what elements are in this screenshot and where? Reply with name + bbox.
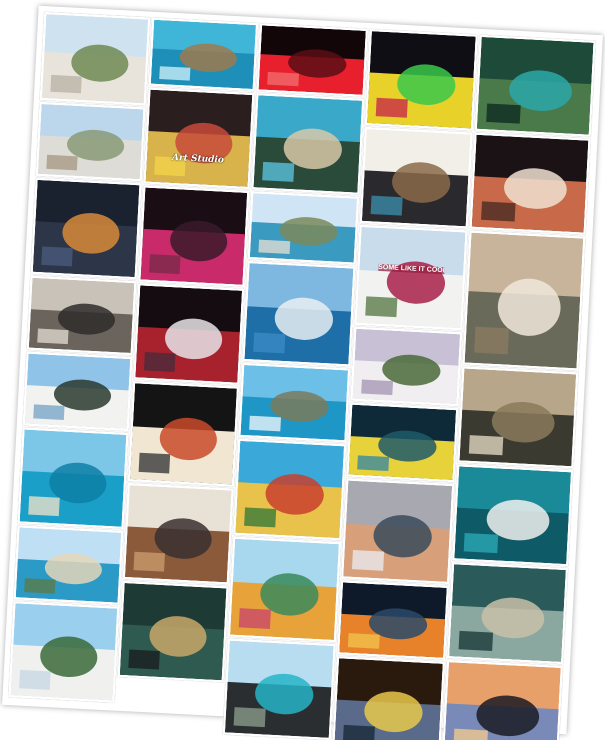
photo-diver-statue <box>341 478 455 584</box>
photo-neon-heart <box>256 23 368 97</box>
photo-image <box>449 564 566 662</box>
photo-ferris-wheel <box>350 326 463 407</box>
photo-image <box>19 429 127 527</box>
photo-image <box>367 31 476 129</box>
photo-image <box>253 95 363 193</box>
photo-boat-at-sea <box>242 260 356 367</box>
photo-image <box>37 103 144 180</box>
photo-image <box>10 603 118 701</box>
photo-hillside-town <box>35 101 146 182</box>
photo-image <box>343 480 453 582</box>
photo-lighthouse-shore <box>238 362 351 443</box>
photo-image <box>244 263 354 365</box>
photo-concert-crowd <box>138 185 250 287</box>
photo-neon-arcade <box>364 29 478 131</box>
photo-image <box>15 527 122 603</box>
photo-image <box>348 404 457 480</box>
photo-sunset-palms <box>441 659 563 740</box>
photo-signpost-palms <box>227 536 342 643</box>
photo-image <box>24 353 131 429</box>
photo-image <box>459 368 577 467</box>
photo-image <box>464 232 584 369</box>
photo-image <box>361 129 471 227</box>
photo-image <box>145 89 253 187</box>
photo-pizza-sign <box>127 381 240 487</box>
photo-crocodile <box>457 366 579 469</box>
photo-image <box>224 640 334 738</box>
photo-image <box>334 658 443 740</box>
photo-image <box>258 25 366 95</box>
photo-coastal-village <box>247 191 360 265</box>
photo-image <box>41 14 149 104</box>
photo-image <box>339 582 447 658</box>
photo-image <box>240 364 349 441</box>
photo-image <box>471 134 589 233</box>
photo-palm-hotel <box>8 601 120 703</box>
photo-signpost <box>233 438 347 541</box>
photo-rocky-coast <box>148 17 259 92</box>
photo-image <box>356 226 466 329</box>
photo-image <box>119 582 227 681</box>
photo-image <box>230 538 339 641</box>
photo-monkeys <box>462 230 586 371</box>
photo-aquarium-yellow-fish <box>346 402 459 483</box>
photo-image <box>235 440 345 539</box>
photo-billboard-hotel: SOME LIKE IT COOL <box>354 224 468 331</box>
photo-image <box>124 485 232 583</box>
photo-image <box>140 187 248 285</box>
photo-penguin-pool <box>452 464 574 567</box>
photo-image <box>150 19 256 90</box>
photo-sea-turtle <box>474 34 596 137</box>
photo-shop-front <box>359 126 473 229</box>
photo-art-studio: Art Studio <box>143 87 255 189</box>
photo-bar-interior <box>122 483 234 585</box>
photo-image <box>454 466 572 565</box>
photo-image <box>135 285 243 383</box>
photo-image <box>352 328 461 405</box>
photo-classic-car <box>117 580 229 683</box>
photo-turquoise-bay-pontoons <box>17 427 129 529</box>
photo-seal-pool <box>447 562 568 665</box>
photo-striped-fish <box>332 656 445 740</box>
photo-buggy-bin <box>222 638 336 740</box>
photo-collage-sheet: Art Studio SOME LIKE IT COOL <box>2 5 603 740</box>
photo-white-hotel <box>22 351 133 431</box>
photo-white-villas-street <box>39 12 151 106</box>
photo-image <box>249 193 358 263</box>
photo-sandy-beach <box>13 525 124 605</box>
photo-balcony-railing <box>26 275 137 356</box>
photo-night-street <box>30 177 142 280</box>
photo-image <box>476 36 594 135</box>
photo-image <box>28 277 135 353</box>
photo-image <box>444 662 561 740</box>
photo-lionfish <box>469 132 591 235</box>
photo-goldfish <box>337 580 449 660</box>
photo-image <box>32 179 140 278</box>
photo-beach-swimmers <box>251 93 365 195</box>
photo-bar-screens <box>133 283 245 385</box>
photo-image <box>130 383 237 485</box>
